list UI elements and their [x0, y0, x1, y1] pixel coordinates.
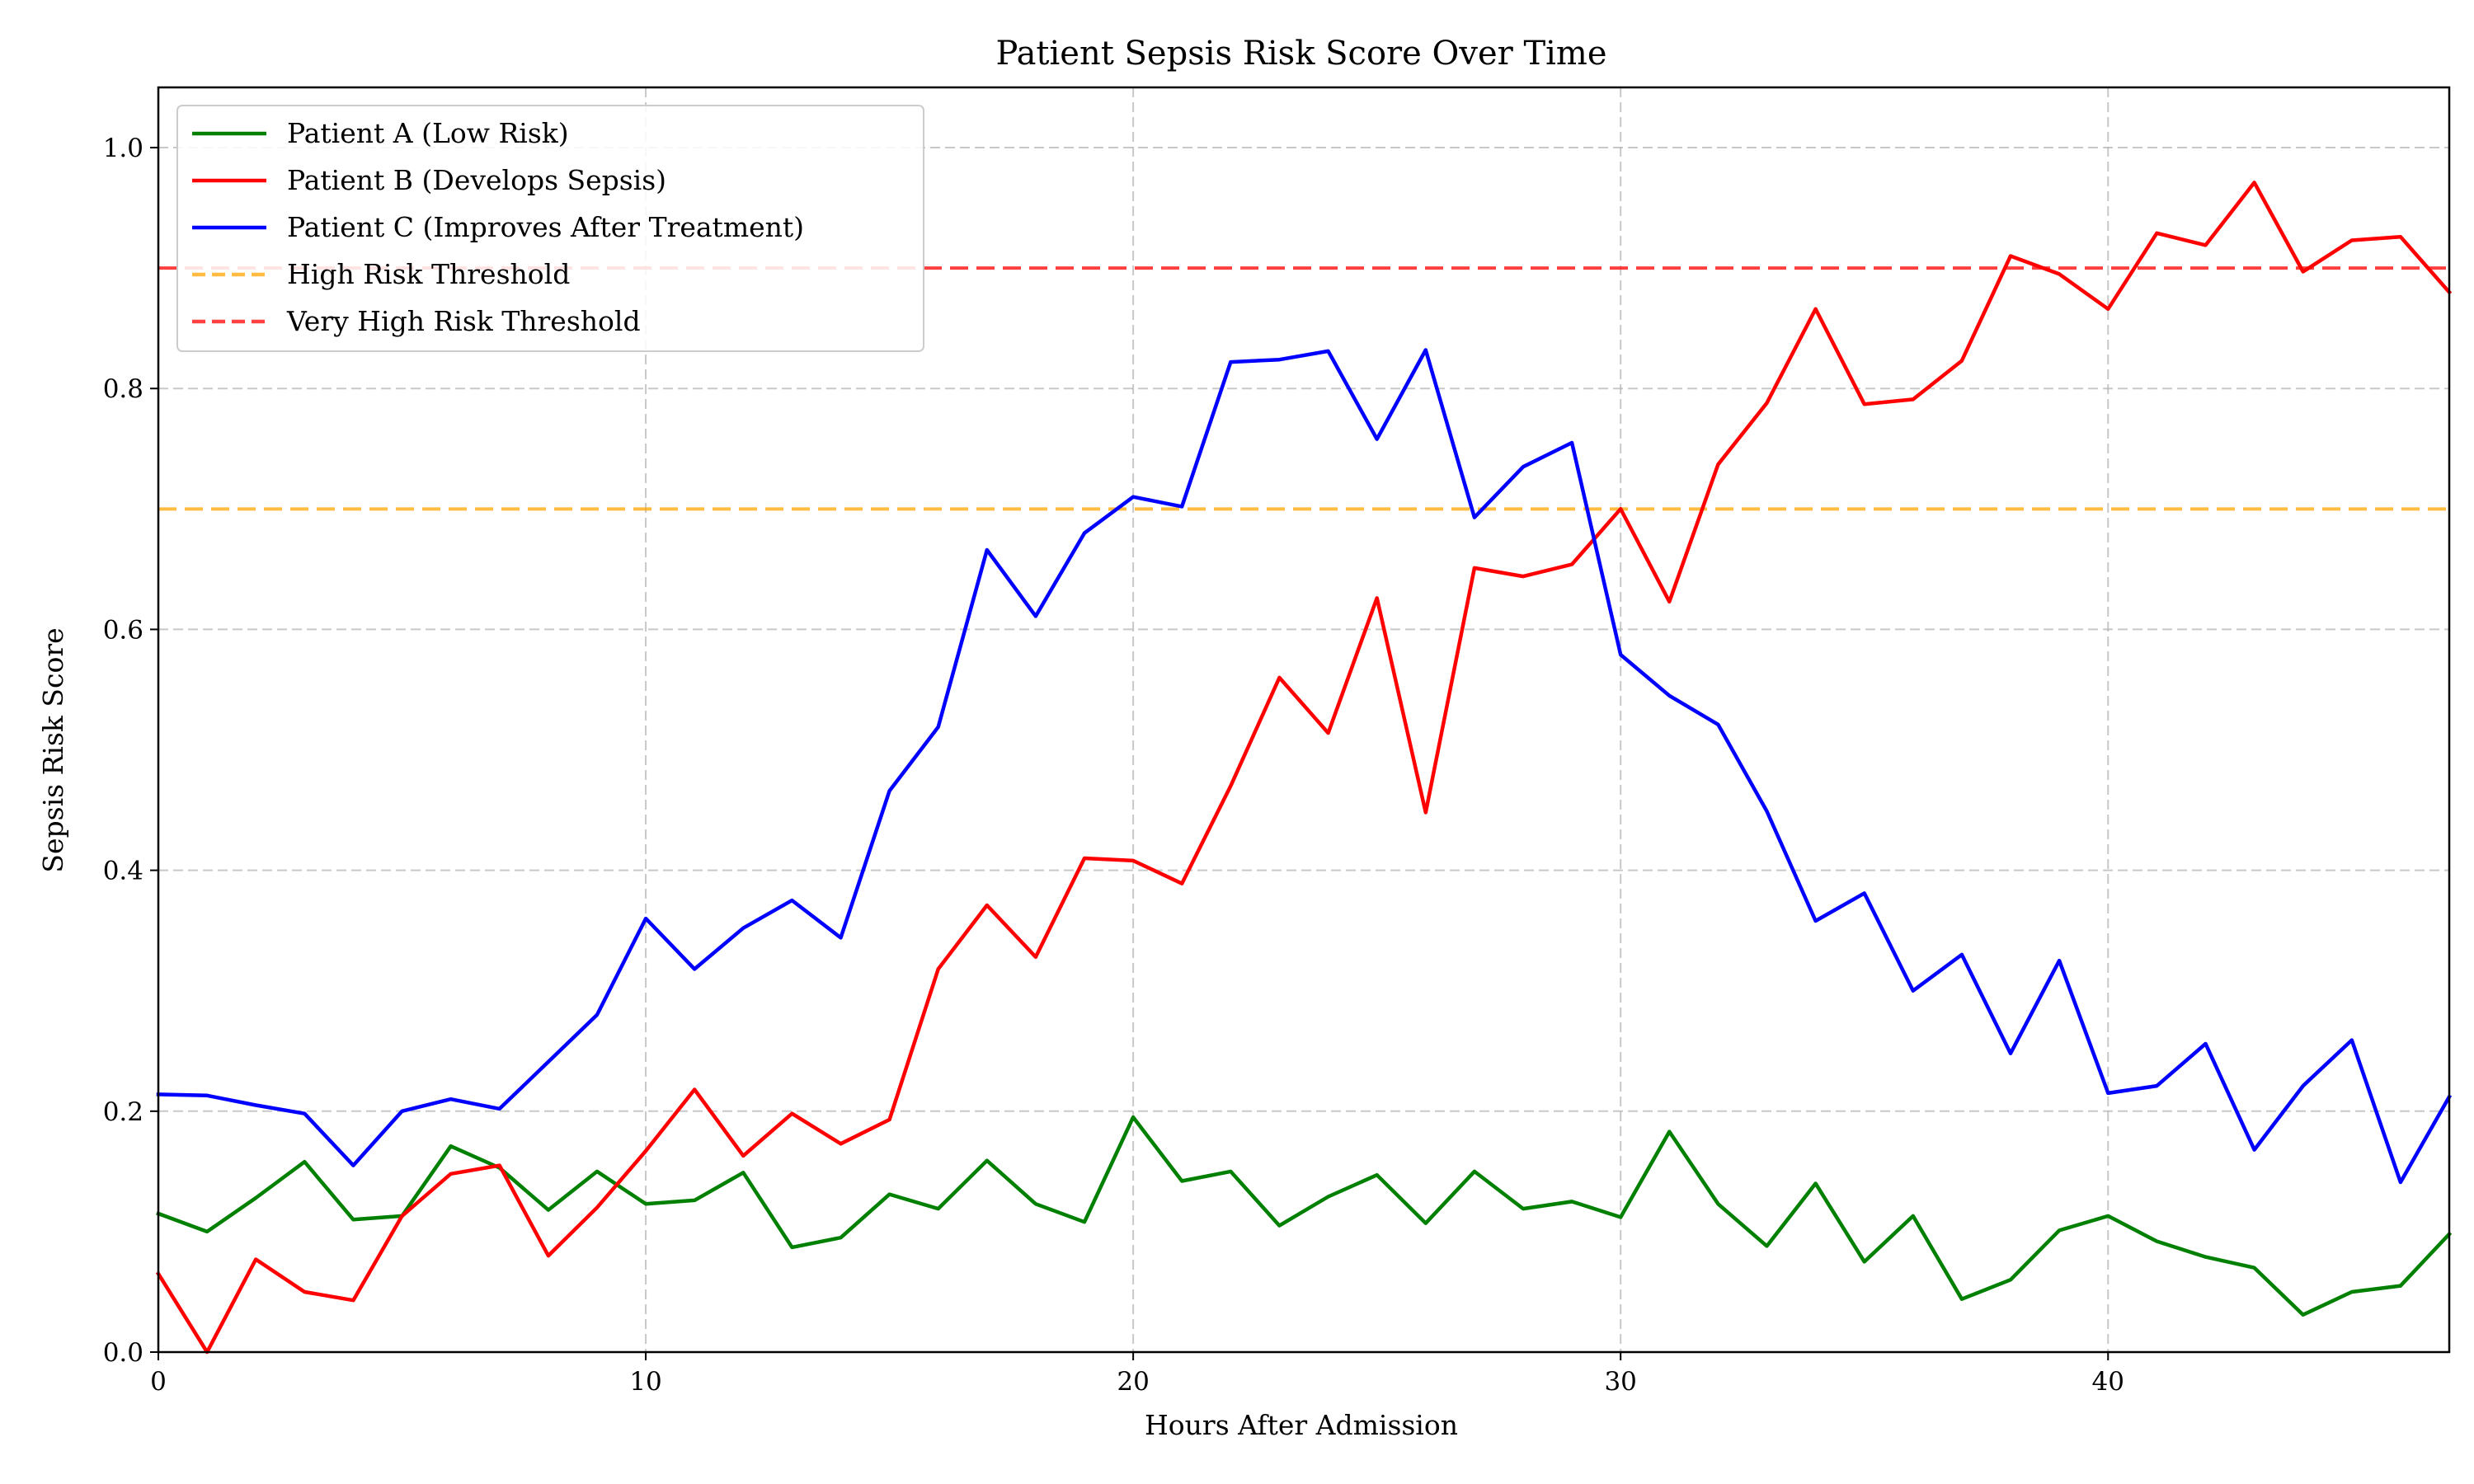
series-lines: [155, 181, 2453, 1355]
legend-label: Patient A (Low Risk): [287, 117, 569, 149]
legend-box: [176, 105, 924, 352]
y-tick-label: 1.0: [103, 134, 143, 163]
y-axis-label: Sepsis Risk Score: [37, 627, 69, 872]
x-tick-label: 10: [629, 1367, 661, 1397]
y-tick-label: 0.0: [103, 1338, 143, 1368]
y-tick-label: 0.6: [103, 615, 143, 645]
patient-a-line: [156, 1115, 2453, 1317]
legend-label: High Risk Threshold: [287, 258, 570, 290]
chart-title: Patient Sepsis Risk Score Over Time: [995, 35, 1606, 73]
x-tick-label: 40: [2092, 1367, 2124, 1397]
legend-label: Very High Risk Threshold: [286, 305, 641, 337]
patient-b-line: [155, 181, 2453, 1355]
legend: Patient A (Low Risk) Patient B (Develops …: [176, 105, 924, 352]
y-tick-label: 0.4: [103, 857, 143, 886]
y-tick-label: 0.2: [103, 1097, 143, 1127]
x-tick-label: 20: [1117, 1367, 1149, 1397]
legend-item-patient-a: Patient A (Low Risk): [192, 117, 569, 149]
x-tick-label: 30: [1604, 1367, 1636, 1397]
legend-label: Patient C (Improves After Treatment): [287, 211, 804, 243]
legend-item-high-risk: High Risk Threshold: [192, 258, 570, 290]
x-axis-ticks: 0 10 20 30 40: [150, 1352, 2124, 1397]
x-tick-label: 0: [150, 1367, 167, 1397]
y-axis-ticks: 0.0 0.2 0.4 0.6 0.8 1.0: [103, 134, 158, 1368]
legend-item-patient-b: Patient B (Develops Sepsis): [192, 164, 666, 196]
legend-label: Patient B (Develops Sepsis): [287, 164, 666, 196]
patient-c-line: [156, 348, 2453, 1185]
plot-frame: [157, 86, 2451, 1354]
y-tick-label: 0.8: [103, 374, 143, 404]
legend-item-very-high-risk: Very High Risk Threshold: [192, 305, 641, 337]
legend-item-patient-c: Patient C (Improves After Treatment): [192, 211, 804, 243]
x-axis-label: Hours After Admission: [1145, 1409, 1458, 1441]
